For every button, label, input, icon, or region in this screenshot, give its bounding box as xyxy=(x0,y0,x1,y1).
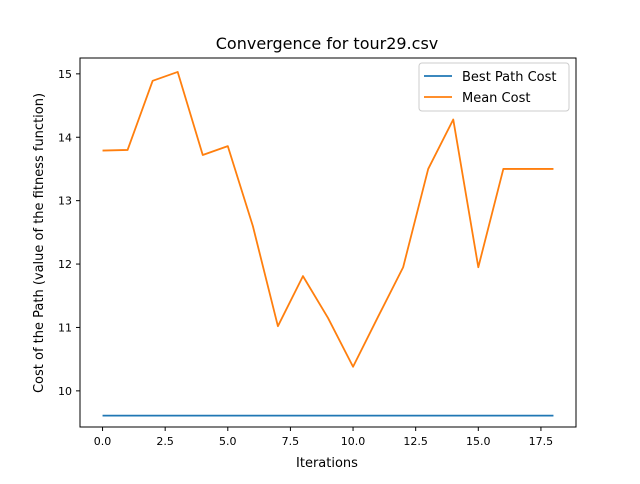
x-tick-label: 0.0 xyxy=(94,435,112,448)
x-tick-label: 5.0 xyxy=(219,435,237,448)
y-tick-label: 12 xyxy=(58,258,72,271)
y-tick-label: 13 xyxy=(58,195,72,208)
x-tick-label: 17.5 xyxy=(529,435,554,448)
chart-title: Convergence for tour29.csv xyxy=(216,34,439,53)
legend-label-best-path-cost: Best Path Cost xyxy=(462,70,557,85)
x-axis-ticks: 0.0 2.5 5.0 7.5 10.0 12.5 15.0 17.5 xyxy=(94,427,553,448)
x-tick-label: 7.5 xyxy=(282,435,300,448)
x-tick-label: 10.0 xyxy=(341,435,366,448)
y-tick-label: 14 xyxy=(58,131,72,144)
series-layer xyxy=(102,71,554,417)
x-axis-label: Iterations xyxy=(296,456,358,471)
plot-area xyxy=(102,71,554,417)
y-axis-ticks: 10 11 12 13 14 15 xyxy=(58,68,80,398)
legend-box xyxy=(418,62,570,112)
x-tick-label: 15.0 xyxy=(466,435,491,448)
x-tick-label: 12.5 xyxy=(403,435,428,448)
y-tick-label: 11 xyxy=(58,321,72,334)
axes-frame xyxy=(79,57,577,428)
legend: Best Path Cost Mean Cost xyxy=(418,62,570,112)
x-tick-label: 2.5 xyxy=(156,435,174,448)
series-line-mean-cost xyxy=(102,71,554,368)
y-axis-label: Cost of the Path (value of the fitness f… xyxy=(32,93,47,393)
y-tick-label: 15 xyxy=(58,68,72,81)
y-tick-label: 10 xyxy=(58,385,72,398)
legend-label-mean-cost: Mean Cost xyxy=(462,91,530,106)
